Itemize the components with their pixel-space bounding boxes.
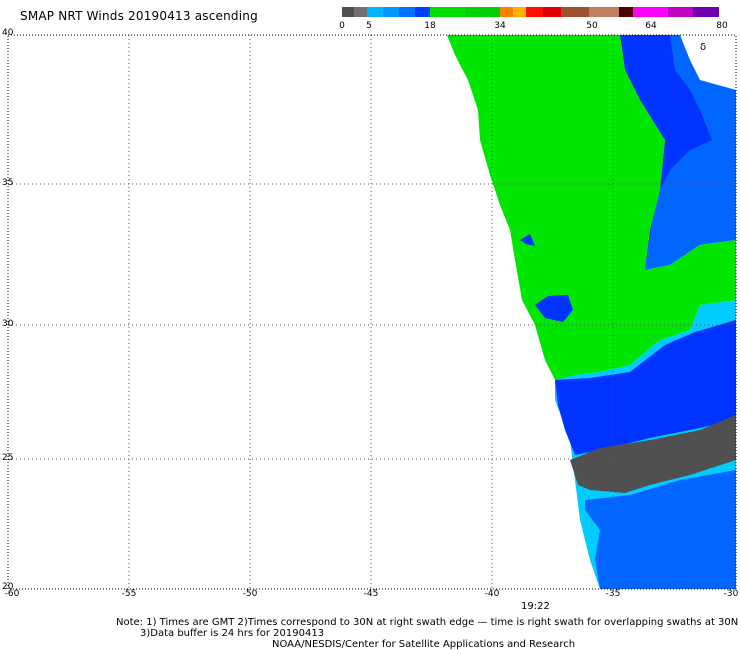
colorbar [342, 7, 719, 17]
colorbar-segment [354, 7, 367, 17]
lon-label-35w: -35 [605, 589, 621, 599]
colorbar-segment [693, 7, 719, 17]
colorbar-segment [342, 7, 354, 17]
map-symbol: δ [700, 42, 707, 53]
lon-label-45w: -45 [363, 589, 379, 599]
colorbar-segment [430, 7, 465, 17]
wind-region-island-small [520, 234, 535, 246]
lon-label-30w: -30 [723, 589, 739, 599]
colorbar-segment [589, 7, 619, 17]
colorbar-segment [415, 7, 430, 17]
note-line-1: Note: 1) Times are GMT 2)Times correspon… [116, 617, 739, 628]
colorbar-label-0: 0 [339, 21, 345, 31]
map-title: SMAP NRT Winds 20190413 ascending [20, 9, 258, 23]
wind-region-moderate-south [585, 470, 736, 589]
colorbar-segment [465, 7, 500, 17]
colorbar-segment [367, 7, 383, 17]
colorbar-label-80: 80 [716, 21, 728, 31]
lon-label-60w: -60 [4, 589, 20, 599]
lat-label-30: 30 [2, 319, 14, 329]
wind-region-moderate [555, 320, 736, 455]
wind-region-northeast-moderate [620, 35, 712, 270]
wind-region-strong [447, 35, 736, 380]
lat-label-20: 20 [2, 582, 14, 592]
colorbar-segment [399, 7, 415, 17]
wind-region-calm [570, 415, 736, 493]
colorbar-segment [383, 7, 399, 17]
lat-label-25: 25 [2, 453, 14, 463]
note-line-2: 3)Data buffer is 24 hrs for 20190413 [140, 628, 325, 639]
map-frame [7, 34, 737, 590]
lat-label-35: 35 [2, 178, 14, 188]
note-line-3: NOAA/NESDIS/Center for Satellite Applica… [272, 639, 576, 650]
map-grid [8, 35, 736, 589]
colorbar-segment [543, 7, 561, 17]
swath-time: 19:22 [521, 601, 550, 612]
colorbar-label-34: 34 [494, 21, 506, 31]
colorbar-label-18: 18 [424, 21, 436, 31]
wind-swath [447, 35, 736, 589]
lon-label-40w: -40 [484, 589, 500, 599]
colorbar-segment [561, 7, 589, 17]
colorbar-segment [633, 7, 668, 17]
colorbar-segment [668, 7, 693, 17]
colorbar-segment [513, 7, 526, 17]
lon-label-55w: -55 [121, 589, 137, 599]
colorbar-segment [500, 7, 513, 17]
swath-gap [680, 35, 736, 90]
colorbar-label-50: 50 [586, 21, 598, 31]
colorbar-segment [526, 7, 543, 17]
colorbar-segment [619, 7, 633, 17]
wind-region-island [535, 295, 573, 322]
lon-label-50w: -50 [242, 589, 258, 599]
colorbar-label-64: 64 [645, 21, 657, 31]
lat-label-40: 40 [2, 28, 14, 38]
colorbar-label-5: 5 [366, 21, 372, 31]
